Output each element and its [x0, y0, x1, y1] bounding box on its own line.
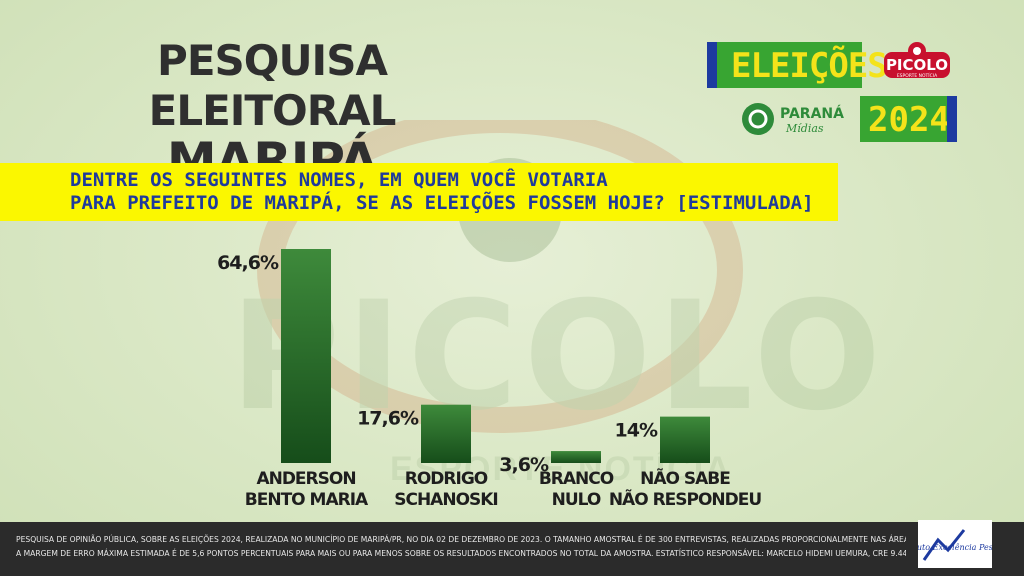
category-label-0-1: BENTO MARIA	[245, 490, 369, 510]
elections-badge: ELEIÇÕES 2024	[707, 42, 957, 142]
value-label-0: 64,6%	[217, 252, 279, 274]
category-label-1-0: RODRIGO	[405, 469, 488, 489]
category-label-2-0: BRANCO	[539, 469, 614, 489]
picolo-logo-text: PICOLO	[886, 56, 948, 74]
category-label-3-1: NÃO RESPONDEU	[609, 487, 762, 510]
foot-logo-text: Instituto Excelência Pesquisa	[918, 543, 992, 552]
badge-blue-stripe-right	[947, 96, 957, 142]
year-text: 2024	[868, 100, 950, 140]
category-label-1-1: SCHANOSKI	[394, 490, 498, 510]
title-line-1: PESQUISA ELEITORAL	[148, 36, 397, 135]
year-box: 2024	[860, 96, 950, 142]
value-label-1: 17,6%	[357, 408, 419, 430]
question-text: DENTRE OS SEGUINTES NOMES, EM QUEM VOCÊ …	[70, 169, 814, 215]
footer-line-1: PESQUISA DE OPINIÃO PÚBLICA, SOBRE AS EL…	[16, 535, 906, 544]
category-label-2-1: NULO	[552, 490, 601, 510]
instituto-excelencia-logo: Instituto Excelência Pesquisa	[918, 520, 992, 568]
footer-text: PESQUISA DE OPINIÃO PÚBLICA, SOBRE AS EL…	[16, 533, 906, 561]
eleicoes-box: ELEIÇÕES	[717, 42, 888, 88]
question-line-2: PARA PREFEITO DE MARIPÁ, SE AS ELEIÇÕES …	[70, 192, 814, 214]
value-label-3: 14%	[615, 420, 658, 442]
bar-0	[281, 249, 331, 463]
picolo-logo: PICOLO ESPORTE NOTÍCIA	[884, 42, 950, 79]
midias-logo-text: Mídias	[785, 122, 824, 135]
picolo-logo-subtext: ESPORTE NOTÍCIA	[897, 72, 938, 79]
value-label-2: 3,6%	[499, 454, 549, 476]
eleicoes-text: ELEIÇÕES	[731, 46, 888, 86]
question-line-1: DENTRE OS SEGUINTES NOMES, EM QUEM VOCÊ …	[70, 169, 608, 191]
methodology-footer: PESQUISA DE OPINIÃO PÚBLICA, SOBRE AS EL…	[0, 522, 1024, 576]
question-banner: DENTRE OS SEGUINTES NOMES, EM QUEM VOCÊ …	[0, 163, 838, 221]
bar-1	[421, 404, 471, 463]
parana-midias-logo: PARANÁ Mídias	[742, 103, 844, 135]
category-label-3-0: NÃO SABE	[640, 466, 730, 489]
bar-2	[551, 451, 601, 463]
category-label-0-0: ANDERSON	[256, 469, 355, 489]
badge-blue-stripe-left	[707, 42, 717, 88]
bar-3	[660, 416, 710, 463]
parana-logo-text: PARANÁ	[780, 105, 844, 122]
footer-line-2: A MARGEM DE ERRO MÁXIMA ESTIMADA É DE 5,…	[16, 549, 906, 558]
